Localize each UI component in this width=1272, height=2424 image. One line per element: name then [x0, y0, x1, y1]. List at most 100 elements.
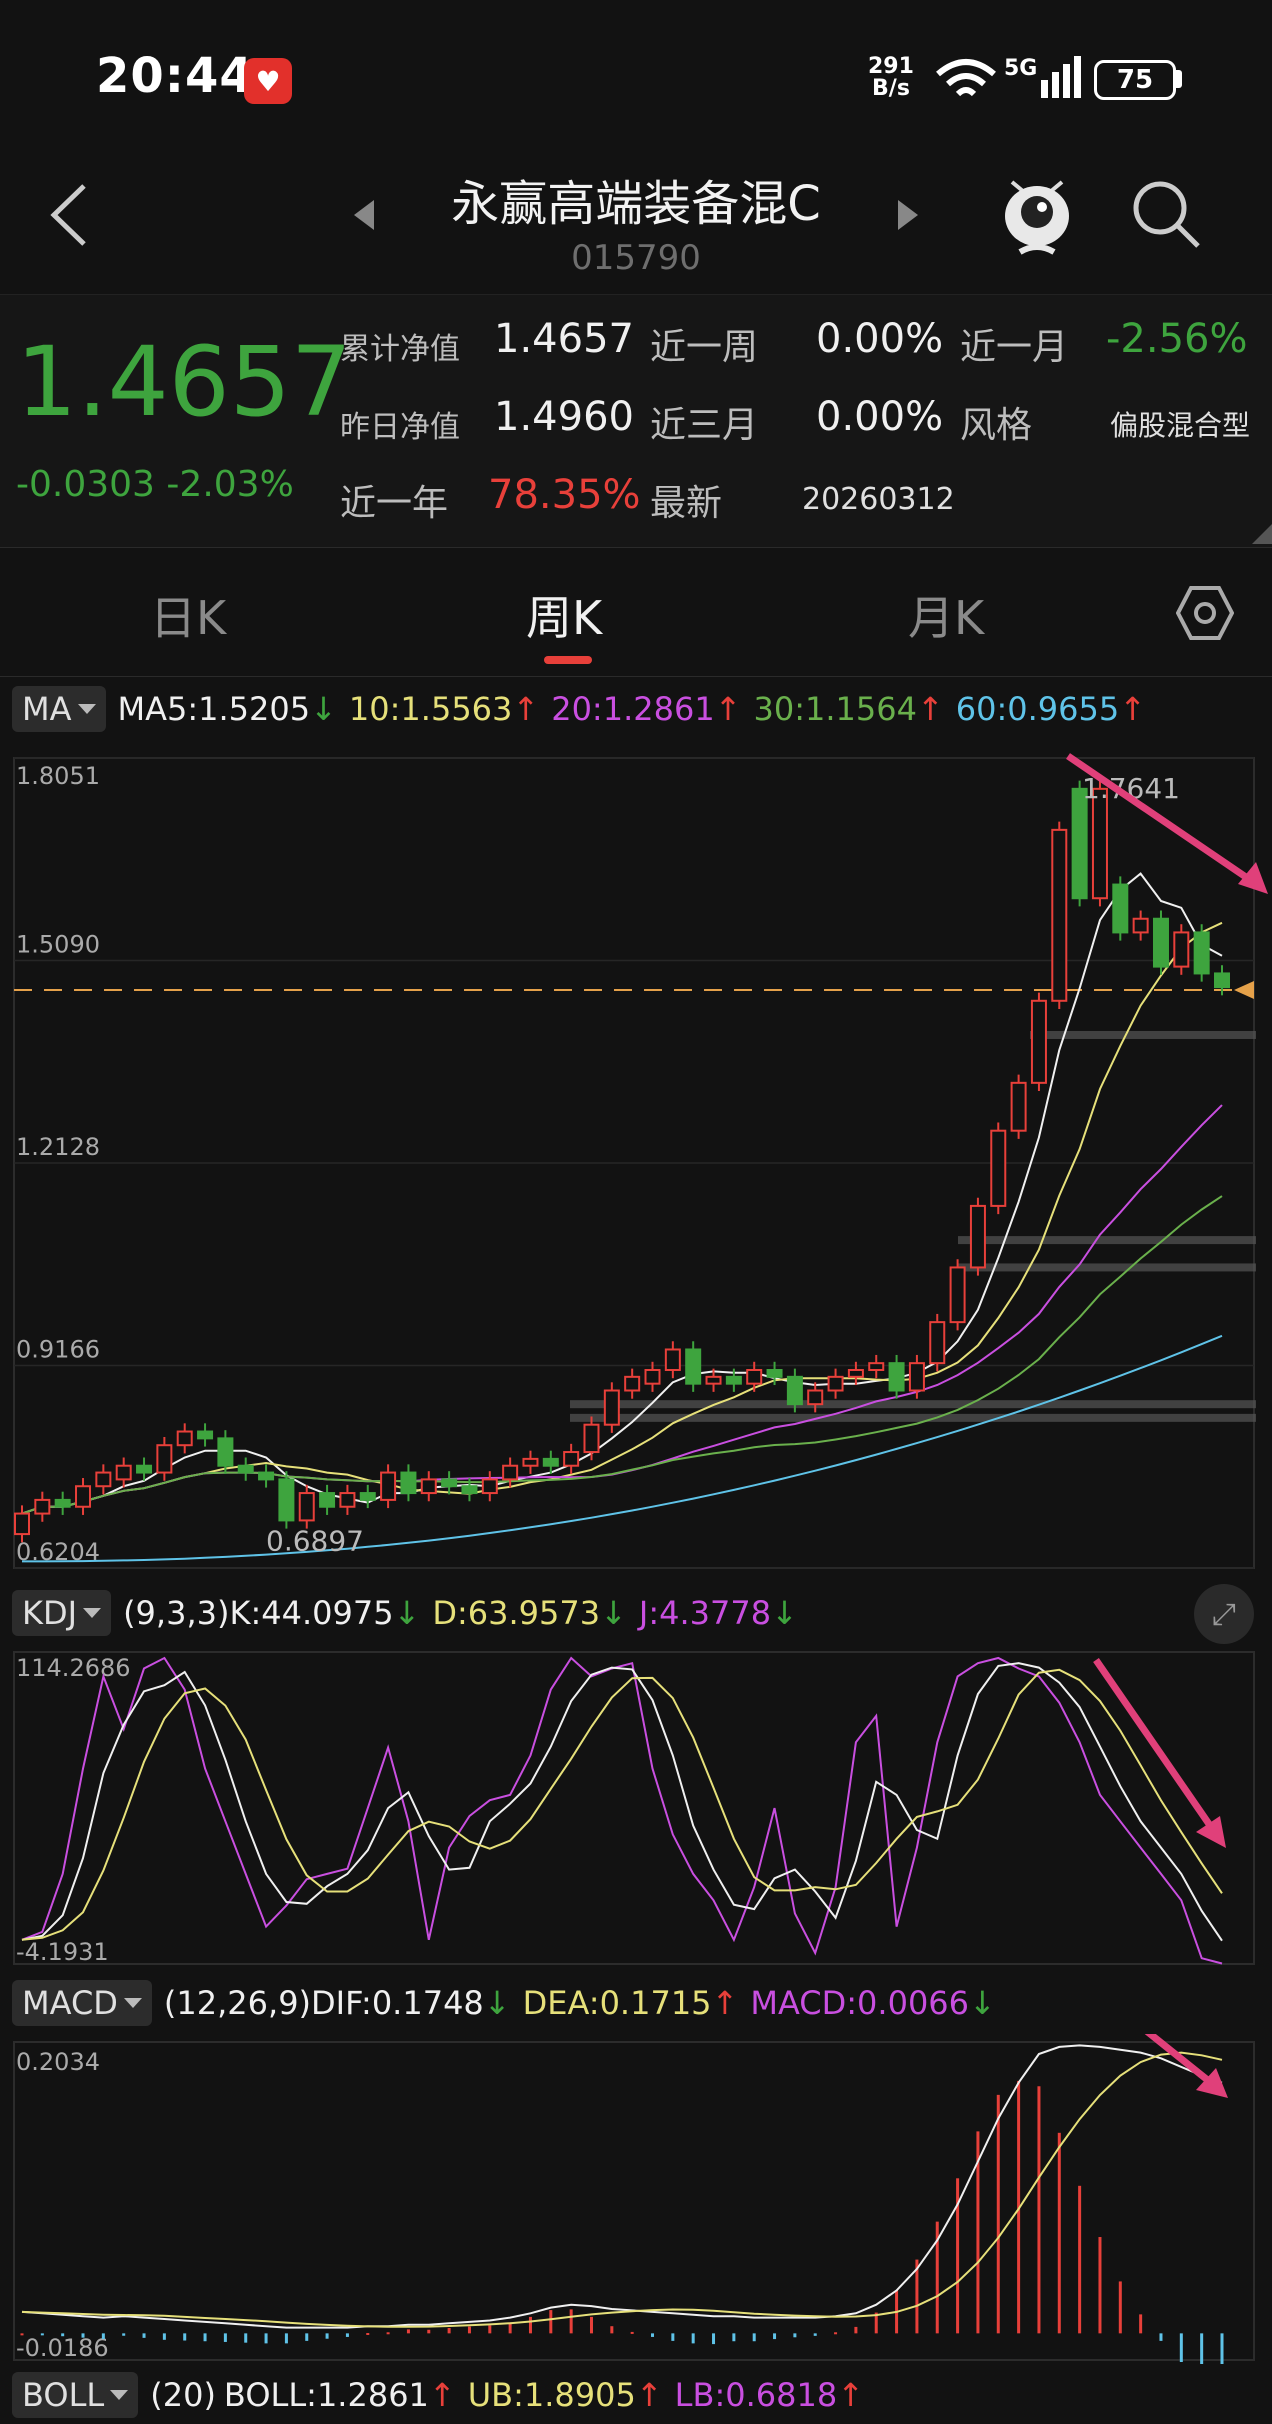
candle-body: [75, 1485, 92, 1508]
macd-histogram-bar: [366, 2332, 370, 2335]
candle-body: [664, 1348, 681, 1371]
support-band: [570, 1413, 1256, 1422]
macd-histogram-bar: [854, 2326, 858, 2334]
macd-button[interactable]: MACD: [12, 1980, 152, 2026]
macd-histogram-bar: [203, 2333, 207, 2342]
search-icon[interactable]: [1128, 176, 1204, 252]
macd-histogram-bar: [81, 2333, 85, 2338]
corner-mark: [1252, 524, 1272, 544]
ma30-value: 30:1.1564: [753, 690, 917, 728]
settings-icon[interactable]: [1176, 584, 1234, 642]
macd-histogram-bar: [691, 2333, 695, 2344]
ma60-line: [22, 1334, 1223, 1563]
macd-histogram-bar: [20, 2333, 24, 2336]
candle-body: [1091, 787, 1108, 900]
kdj-button[interactable]: KDJ: [12, 1590, 112, 1636]
macd-histogram-bar: [915, 2259, 919, 2334]
macd-value: MACD:0.0066: [750, 1984, 970, 2022]
macd-histogram-bar: [793, 2333, 797, 2338]
candle-body: [34, 1498, 51, 1515]
candle-body: [339, 1492, 356, 1508]
macd-histogram-bar: [1057, 2132, 1061, 2334]
year-label: 近一年: [340, 483, 449, 524]
candle-body: [1152, 917, 1169, 968]
macd-histogram-bar: [773, 2333, 777, 2340]
macd-histogram-bar: [996, 2094, 1000, 2334]
tab-week-k[interactable]: 周K: [526, 591, 603, 645]
macd-histogram-bar: [976, 2131, 980, 2334]
macd-histogram-bar: [1179, 2333, 1183, 2363]
signal-icon: 5G: [1004, 56, 1082, 98]
expand-icon[interactable]: ⤢: [1194, 1584, 1254, 1644]
macd-histogram-bar: [1200, 2333, 1204, 2364]
back-icon[interactable]: [44, 180, 94, 250]
tabs-divider: [0, 676, 1272, 677]
k-y-tick-label: 1.5090: [16, 930, 100, 958]
boll-lb-value: LB:0.6818: [674, 2376, 838, 2414]
candle-body: [603, 1389, 620, 1426]
macd-histogram-bar: [1118, 2281, 1122, 2334]
tab-day-k[interactable]: 日K: [150, 591, 227, 645]
candle-body: [95, 1471, 112, 1488]
macd-histogram-bar: [732, 2333, 736, 2342]
candle-body: [420, 1478, 437, 1495]
prev-nav-label: 昨日净值: [340, 410, 460, 445]
candle-body: [54, 1498, 71, 1508]
kdj-chart[interactable]: 114.2686 -4.1931: [0, 1644, 1272, 1970]
macd-histogram-bar: [264, 2333, 268, 2344]
boll-ub-value: UB:1.8905: [467, 2376, 636, 2414]
boll-button[interactable]: BOLL: [12, 2372, 139, 2418]
next-fund-icon[interactable]: [896, 198, 920, 232]
tab-month-k[interactable]: 月K: [908, 591, 985, 645]
macd-histogram-bar: [1037, 2086, 1041, 2334]
macd-histogram-bar: [162, 2333, 166, 2340]
candle-body: [1173, 931, 1190, 968]
macd-histogram-bar: [284, 2333, 288, 2344]
candle-body: [237, 1464, 254, 1474]
candle-body: [766, 1368, 783, 1378]
macd-dif-value: DIF:0.1748: [311, 1984, 484, 2022]
ma10-value: 10:1.5563: [348, 690, 513, 728]
trend-arrow-head: [1238, 862, 1268, 894]
prev-fund-icon[interactable]: [352, 198, 376, 232]
candle-body: [969, 1204, 986, 1269]
macd-histogram-bar: [101, 2333, 105, 2340]
support-band: [958, 1263, 1256, 1272]
candle-body: [1193, 931, 1210, 975]
mascot-icon[interactable]: [998, 172, 1076, 256]
candle-body: [359, 1492, 376, 1501]
candle-body: [1132, 917, 1149, 934]
macd-histogram-bar: [549, 2310, 553, 2334]
month-label: 近一月: [960, 327, 1069, 368]
macd-chart[interactable]: 0.2034 -0.0186: [0, 2034, 1272, 2364]
ma-button[interactable]: MA: [12, 686, 106, 732]
candle-body: [461, 1485, 478, 1495]
candle-body: [908, 1362, 925, 1392]
prev-nav-value: 1.4960: [494, 394, 634, 440]
macd-histogram-bar: [589, 2316, 593, 2334]
macd-histogram-bar: [874, 2312, 878, 2334]
candle-body: [156, 1444, 173, 1474]
candle-body: [583, 1423, 600, 1454]
health-app-icon: ♥: [244, 58, 292, 104]
macd-histogram-bar: [345, 2333, 349, 2337]
ma20-value: 20:1.2861: [551, 690, 715, 728]
current-nav: 1.4657: [16, 326, 352, 438]
macd-histogram-bar: [610, 2326, 614, 2334]
candle-body: [441, 1478, 458, 1488]
macd-histogram-bar: [834, 2332, 838, 2335]
macd-histogram-bar: [1220, 2333, 1224, 2364]
current-price-marker: [1234, 981, 1254, 1000]
candle-body: [542, 1457, 559, 1467]
support-band: [958, 1236, 1256, 1245]
macd-histogram-bar: [1139, 2314, 1143, 2334]
candle-body: [746, 1368, 763, 1385]
latest-label: 最新: [650, 483, 723, 524]
k-y-tick-label: 1.2128: [16, 1133, 100, 1161]
style-value: 偏股混合型: [1110, 409, 1251, 442]
k-line-chart[interactable]: 1.80511.50901.21280.91660.62041.76410.68…: [0, 738, 1272, 1580]
macd-histogram-bar: [122, 2333, 126, 2336]
ma10-line: [21, 921, 1223, 1515]
kdj-legend: KDJ (9,3,3) K:44.0975 ↓ D:63.9573 ↓ J:4.37…: [12, 1588, 798, 1638]
macd-histogram-bar: [40, 2333, 44, 2336]
